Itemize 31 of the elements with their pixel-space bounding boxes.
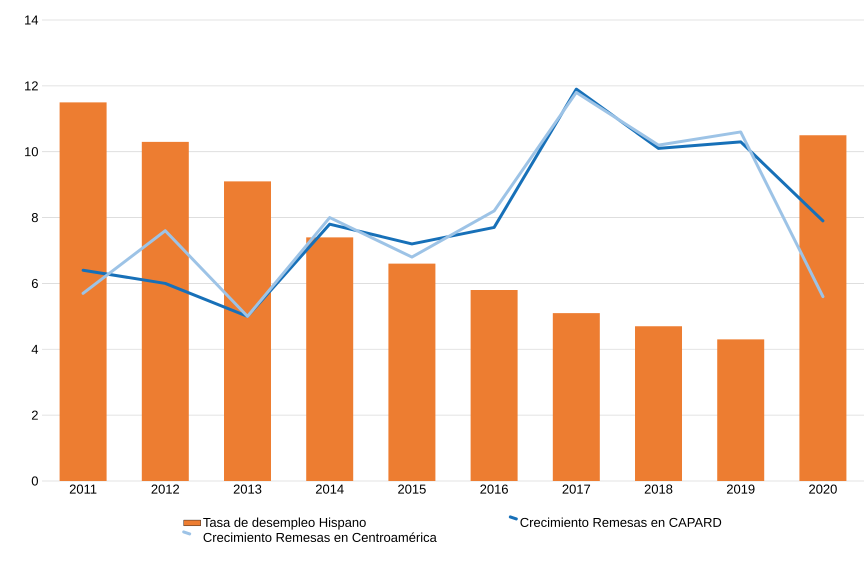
x-tick-label: 2014 [316, 484, 344, 494]
y-tick-label: 10 [25, 147, 38, 156]
x-tick-label: 2019 [726, 484, 755, 494]
x-tick-label: 2015 [398, 484, 426, 494]
bar [799, 135, 846, 481]
legend-label: Crecimiento Remesas en Centroamérica [204, 532, 437, 542]
bar [142, 142, 189, 481]
y-tick-label: 12 [25, 81, 38, 90]
x-tick-label: 2012 [152, 484, 180, 494]
bar [717, 339, 764, 481]
bar [60, 102, 107, 481]
legend-label: Tasa de desempleo Hispano [203, 517, 366, 530]
x-tick-label: 2018 [644, 484, 672, 494]
bar [470, 290, 518, 481]
legend-label: Crecimiento Remesas en CAPARD [520, 517, 722, 528]
y-tick-label: 8 [32, 212, 38, 222]
x-tick-label: 2013 [234, 484, 262, 494]
bar [224, 181, 272, 481]
x-tick-label: 2020 [809, 484, 837, 494]
y-tick-label: 4 [32, 344, 38, 354]
y-tick-label: 14 [25, 16, 38, 24]
bar [552, 313, 600, 481]
y-tick-label: 2 [32, 410, 38, 420]
bar [306, 237, 354, 481]
bar [388, 264, 436, 481]
bar [635, 326, 682, 481]
x-tick-label: 2011 [70, 484, 96, 494]
y-tick-label: 6 [32, 278, 38, 288]
x-tick-label: 2016 [480, 484, 508, 494]
x-tick-label: 2017 [562, 484, 590, 494]
y-tick-label: 0 [32, 476, 38, 486]
